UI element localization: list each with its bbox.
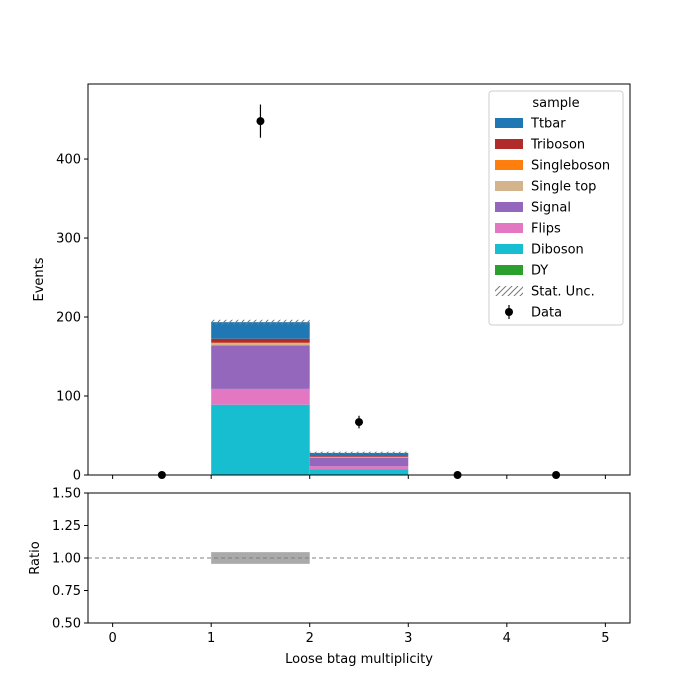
x-tick-label-2: 2 <box>306 631 314 646</box>
bar-flips-bin-2 <box>309 466 409 470</box>
ratio-unc-band-0 <box>211 552 310 564</box>
ratio-y-tick-label-0: 0.50 <box>52 617 81 632</box>
data-point-1 <box>256 117 265 126</box>
ratio-y-tick-label-1: 0.75 <box>52 584 81 599</box>
legend-swatch-singleboson <box>495 160 523 170</box>
main-panel: 0 100 200 300 400 Events sample Ttbar Triboson… <box>32 83 631 484</box>
legend: sample Ttbar Triboson Singleboson Single top… <box>488 90 624 326</box>
ratio-y-tick-label-4: 1.50 <box>52 487 81 502</box>
main-y-axis-label: Events <box>32 257 47 301</box>
bar-diboson-bin-1 <box>211 404 310 475</box>
bar-diboson-bin-2 <box>309 469 409 475</box>
legend-label-single-top: Single top <box>531 180 596 195</box>
legend-title: sample <box>532 96 579 111</box>
ratio-y-tick-label-2: 1.00 <box>52 552 81 567</box>
legend-label-dy: DY <box>531 264 548 279</box>
legend-label-triboson: Triboson <box>530 138 585 153</box>
legend-label-signal: Signal <box>531 201 571 216</box>
main-plot-frame <box>87 83 631 476</box>
stacked-bars <box>211 322 409 475</box>
x-tick-label-0: 0 <box>108 631 116 646</box>
main-x-ticks <box>112 475 606 479</box>
x-axis-label: Loose btag multiplicity <box>285 652 433 667</box>
stat-unc-hatch <box>211 319 409 455</box>
bar-single-top-bin-1 <box>211 343 310 346</box>
ratio-unc-band <box>211 552 310 564</box>
ratio-y-ticks: 0.50 0.75 1.00 1.25 1.50 <box>52 487 88 632</box>
x-tick-label-3: 3 <box>404 631 412 646</box>
legend-swatch-dy <box>495 265 523 275</box>
main-y-tick-label-1: 100 <box>56 390 81 405</box>
legend-data-marker <box>505 308 513 316</box>
ratio-x-ticks: 0 1 2 3 4 5 <box>108 623 610 646</box>
legend-swatch-flips <box>495 223 523 233</box>
x-tick-label-4: 4 <box>503 631 511 646</box>
data-point-2 <box>355 418 363 427</box>
legend-label-ttbar: Ttbar <box>530 117 566 132</box>
stat-unc-bin-2 <box>309 451 409 455</box>
legend-label-singleboson: Singleboson <box>531 159 610 174</box>
bar-signal-bin-1 <box>211 345 310 389</box>
legend-label-stat-unc: Stat. Unc. <box>531 285 595 300</box>
bar-ttbar-bin-1 <box>211 322 310 339</box>
main-y-tick-label-4: 400 <box>56 153 81 168</box>
legend-swatch-signal <box>495 202 523 212</box>
legend-swatch-diboson <box>495 244 523 254</box>
main-y-ticks: 0 100 200 300 400 <box>56 153 88 484</box>
main-y-tick-label-2: 200 <box>56 311 81 326</box>
ratio-y-axis-label: Ratio <box>28 541 43 574</box>
legend-label-flips: Flips <box>531 222 561 237</box>
bar-single-top-bin-2 <box>309 456 409 458</box>
legend-label-diboson: Diboson <box>531 243 584 258</box>
legend-swatch-single-top <box>495 181 523 191</box>
bar-triboson-bin-1 <box>211 338 310 343</box>
bar-flips-bin-1 <box>211 388 310 405</box>
ratio-y-tick-label-3: 1.25 <box>52 519 81 534</box>
legend-label-data: Data <box>531 306 562 321</box>
bar-signal-bin-2 <box>309 457 409 467</box>
bar-triboson-bin-2 <box>309 456 409 457</box>
stat-unc-bin-1 <box>211 319 310 325</box>
x-tick-label-5: 5 <box>601 631 609 646</box>
ratio-panel: 0.50 0.75 1.00 1.25 1.50 0 1 2 3 4 5 Ratio Loose … <box>28 487 631 667</box>
main-y-tick-label-0: 0 <box>73 469 81 484</box>
legend-swatch-ttbar <box>495 118 523 128</box>
main-y-tick-label-3: 300 <box>56 232 81 247</box>
x-tick-label-1: 1 <box>207 631 215 646</box>
legend-swatch-triboson <box>495 139 523 149</box>
bar-ttbar-bin-2 <box>309 452 409 457</box>
legend-swatch-stat-unc <box>495 286 523 296</box>
